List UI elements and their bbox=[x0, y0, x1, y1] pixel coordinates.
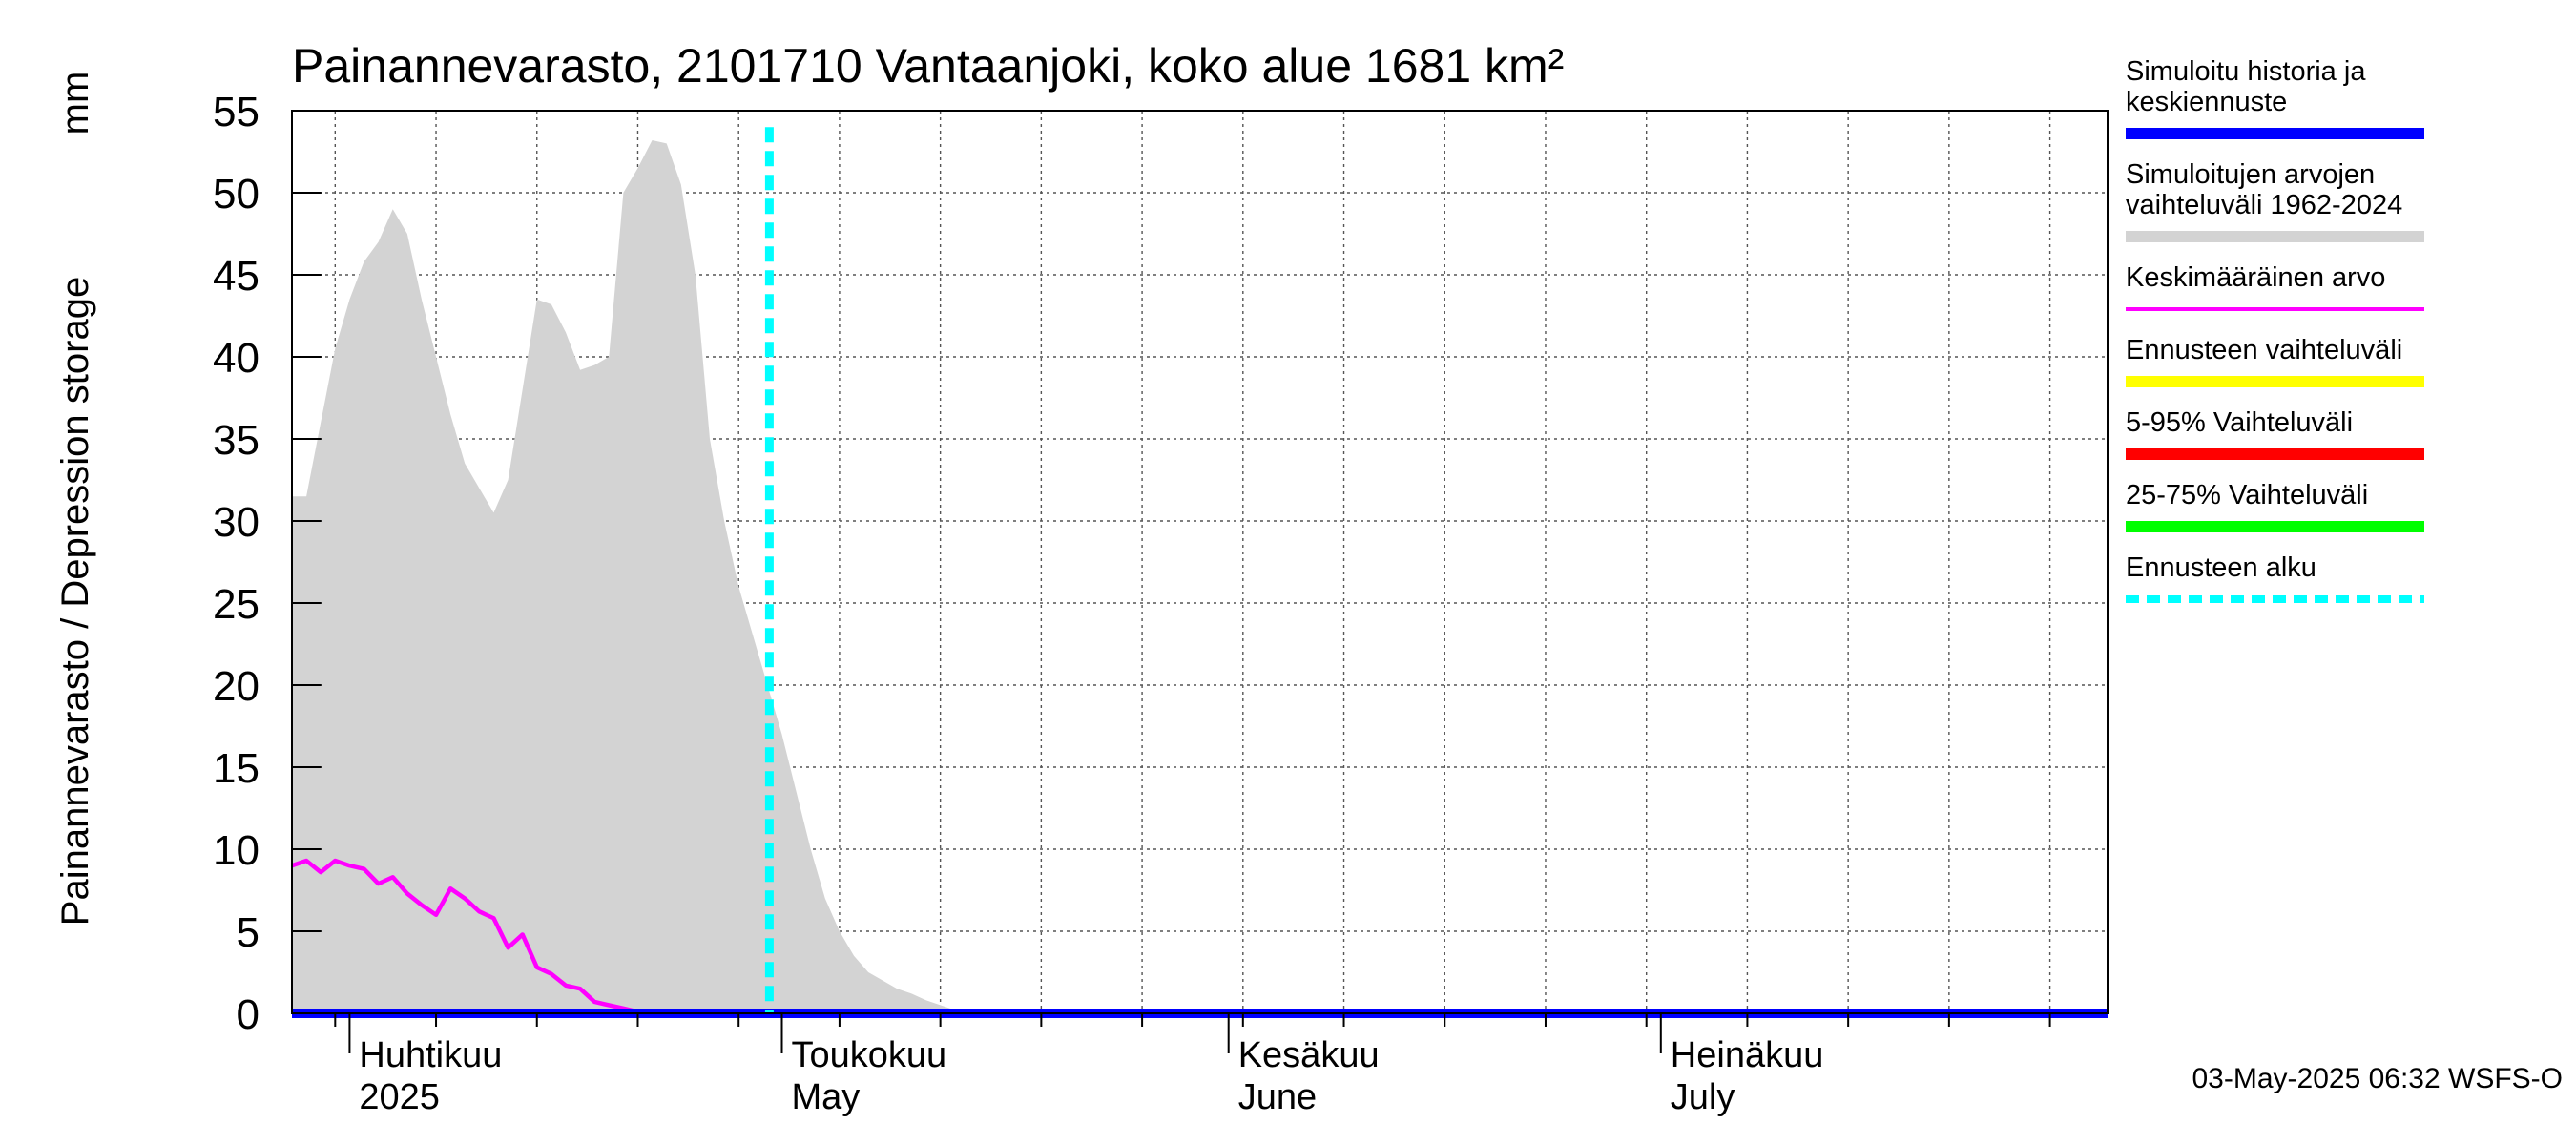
y-tick-label: 5 bbox=[237, 909, 260, 956]
month-label-secondary: 2025 bbox=[359, 1077, 440, 1117]
chart-title: Painannevarasto, 2101710 Vantaanjoki, ko… bbox=[292, 39, 1564, 93]
month-label: Heinäkuu bbox=[1671, 1035, 1824, 1075]
legend-label: Keskimääräinen arvo bbox=[2126, 262, 2385, 293]
footer-timestamp: 03-May-2025 06:32 WSFS-O bbox=[2192, 1063, 2564, 1094]
y-tick-label: 15 bbox=[213, 745, 260, 792]
plot-frame bbox=[291, 110, 2109, 1014]
legend-label: Ennusteen alku bbox=[2126, 552, 2316, 583]
month-label-secondary: July bbox=[1671, 1077, 1735, 1117]
y-tick-label: 0 bbox=[237, 991, 260, 1038]
y-tick-label: 10 bbox=[213, 827, 260, 874]
y-axis-label: Painannevarasto / Depression storage bbox=[54, 277, 96, 926]
legend-label: 25-75% Vaihteluväli bbox=[2126, 480, 2368, 510]
month-label-secondary: May bbox=[792, 1077, 861, 1117]
legend-label: vaihteluväli 1962-2024 bbox=[2126, 190, 2402, 220]
y-tick-label: 40 bbox=[213, 335, 260, 382]
legend-label: Simuloitu historia ja bbox=[2126, 56, 2366, 87]
y-tick-label: 30 bbox=[213, 499, 260, 546]
y-ticks: 0 5 10 15 20 25 30 35 40 45 50 55 bbox=[213, 89, 322, 1038]
month-label: Kesäkuu bbox=[1238, 1035, 1380, 1075]
y-tick-label: 25 bbox=[213, 581, 260, 628]
y-tick-label: 20 bbox=[213, 663, 260, 710]
legend-label: Ennusteen vaihteluväli bbox=[2126, 335, 2402, 365]
legend-label: 5-95% Vaihteluväli bbox=[2126, 407, 2353, 438]
y-axis-unit: mm bbox=[54, 72, 96, 135]
y-tick-label: 35 bbox=[213, 417, 260, 464]
month-label-secondary: June bbox=[1238, 1077, 1317, 1117]
legend-label: keskiennuste bbox=[2126, 87, 2287, 117]
month-label: Toukokuu bbox=[792, 1035, 947, 1075]
y-tick-label: 45 bbox=[213, 253, 260, 300]
y-tick-label: 55 bbox=[213, 89, 260, 135]
legend-label: Simuloitujen arvojen bbox=[2126, 159, 2375, 190]
range-band-area bbox=[292, 139, 2108, 1013]
y-tick-label: 50 bbox=[213, 171, 260, 218]
month-label: Huhtikuu bbox=[359, 1035, 502, 1075]
